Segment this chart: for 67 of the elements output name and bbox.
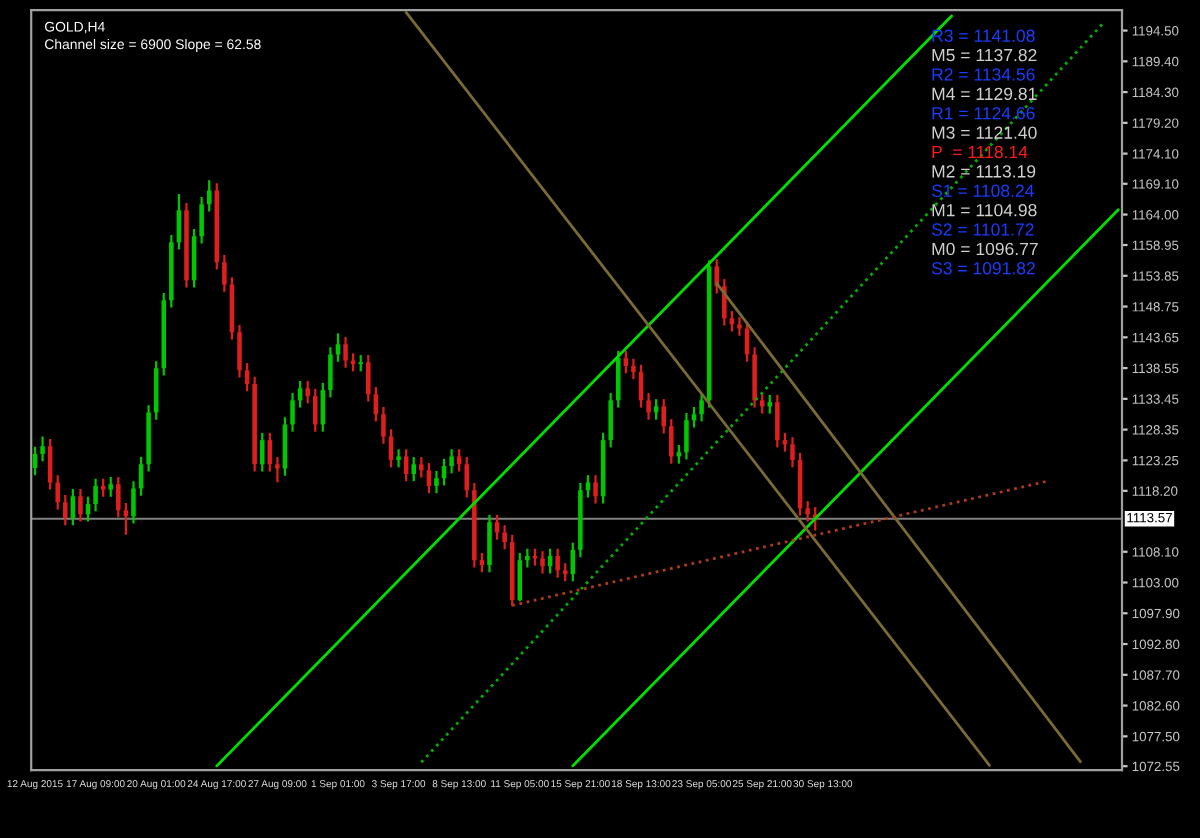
candlestick bbox=[93, 477, 98, 513]
candlestick bbox=[403, 448, 409, 483]
candlestick bbox=[40, 435, 45, 463]
annotation: S3 = 1091.82 bbox=[931, 262, 1035, 275]
annotation: M1 = 1104.98 bbox=[932, 203, 1037, 217]
annotation: P = 1118.14 bbox=[932, 145, 1028, 159]
candlestick bbox=[116, 475, 121, 519]
candlestick bbox=[805, 499, 810, 523]
candlestick bbox=[479, 551, 485, 574]
candlestick bbox=[434, 469, 439, 495]
candlestick bbox=[290, 392, 295, 433]
candlestick bbox=[449, 448, 454, 475]
annotation: S1 = 1108.24 bbox=[931, 184, 1034, 197]
candlestick bbox=[396, 448, 401, 469]
candlestick bbox=[381, 405, 386, 445]
annotation: M0 = 1096.77 bbox=[932, 242, 1038, 256]
candlestick bbox=[767, 393, 773, 415]
candlestick bbox=[752, 346, 757, 409]
annotation: S2 = 1101.72 bbox=[931, 223, 1034, 236]
candlestick bbox=[540, 550, 545, 575]
candlestick bbox=[312, 387, 318, 433]
candlestick bbox=[419, 455, 424, 479]
annotation: M5 = 1137.82 bbox=[932, 48, 1037, 62]
candlestick bbox=[78, 487, 83, 523]
candlestick bbox=[131, 480, 136, 525]
candlestick bbox=[199, 195, 204, 245]
candlestick bbox=[305, 379, 310, 405]
candlestick bbox=[343, 335, 348, 369]
candlestick bbox=[328, 346, 333, 399]
candlestick bbox=[608, 392, 613, 449]
candlestick bbox=[366, 353, 371, 403]
annotation: R2 = 1134.56 bbox=[932, 68, 1035, 81]
candlestick bbox=[661, 398, 666, 435]
annotation: R1 = 1124.66 bbox=[932, 107, 1035, 120]
candlestick bbox=[502, 524, 507, 551]
candlestick bbox=[464, 455, 470, 499]
candlestick bbox=[259, 431, 265, 473]
candlestick bbox=[525, 547, 530, 569]
annotation: M3 = 1121.40 bbox=[932, 126, 1037, 139]
candlestick bbox=[646, 392, 651, 421]
candlestick bbox=[699, 392, 704, 423]
candlestick bbox=[737, 315, 742, 337]
candlestick bbox=[714, 258, 720, 295]
candlestick bbox=[669, 417, 674, 465]
candlestick bbox=[426, 461, 432, 495]
candlestick bbox=[237, 323, 242, 379]
candlestick bbox=[282, 416, 288, 477]
candlestick bbox=[593, 474, 598, 505]
candlestick bbox=[615, 349, 621, 409]
candlestick bbox=[411, 455, 417, 483]
candlestick bbox=[631, 357, 636, 381]
candlestick bbox=[555, 547, 560, 579]
candlestick bbox=[722, 277, 727, 327]
candlestick bbox=[222, 253, 227, 293]
annotation: M4 = 1129.81 bbox=[932, 87, 1037, 101]
candlestick bbox=[775, 393, 780, 449]
candlestick bbox=[684, 411, 689, 461]
candlestick bbox=[487, 513, 492, 574]
candlestick bbox=[63, 493, 68, 527]
candlestick bbox=[108, 475, 114, 498]
candlestick bbox=[100, 477, 106, 498]
annotation: M2 = 1113.19 bbox=[932, 165, 1036, 178]
annotation: R3 = 1141.08 bbox=[932, 29, 1035, 42]
candlestick bbox=[790, 436, 795, 469]
candlestick bbox=[562, 562, 568, 583]
candlestick bbox=[275, 455, 280, 484]
candlestick bbox=[55, 474, 60, 511]
